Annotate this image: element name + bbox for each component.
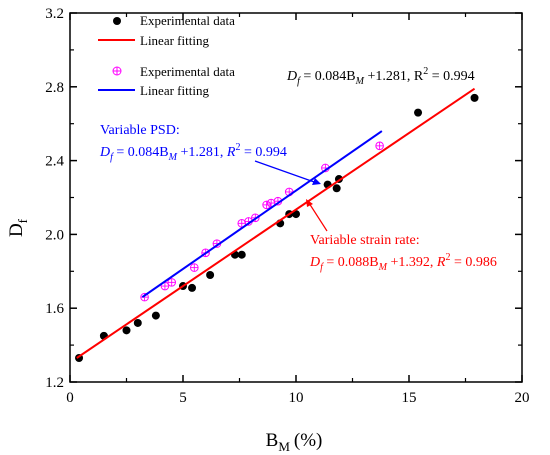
y-tick-label: 2.8 [45,80,64,96]
top-equation: Df = 0.084BM +1.281, R2 = 0.994 [286,66,475,87]
legend-label-exp-black: Experimental data [140,13,235,28]
data-point-black [133,318,142,327]
legend: Experimental data Linear fitting Experim… [98,13,235,98]
psd-title: Variable PSD: [100,123,180,138]
y-tick-label: 2.0 [45,227,64,243]
psd-equation: Df = 0.084BM +1.281, R2 = 0.994 [99,142,287,163]
y-axis-title: Df [6,218,30,237]
data-point-magenta [375,141,384,151]
psd-annotation: Variable PSD: Df = 0.084BM +1.281, R2 = … [99,123,287,163]
fit-line-red [76,87,476,359]
data-point-black [122,326,131,335]
y-tick-label: 1.6 [45,301,64,317]
strain-arrowhead [306,199,313,207]
legend-label-fit-blue: Linear fitting [140,83,209,98]
legend-label-fit-red: Linear fitting [140,33,209,48]
psd-arrowhead [312,178,321,185]
strain-arrow [308,202,328,232]
strain-equation: Df = 0.088BM +1.392, R2 = 0.986 [309,252,497,273]
x-tick-label: 20 [515,390,530,406]
data-point-black [414,108,423,117]
legend-marker-exp-black [113,17,121,25]
data-point-black [188,283,197,292]
data-point-black [151,311,160,320]
y-tick-label: 1.2 [45,375,64,391]
y-tick-label: 2.4 [45,154,64,170]
chart-marks [75,87,479,363]
data-point-magenta [190,263,199,272]
x-tick-label: 5 [179,390,187,406]
fit-line-blue [141,130,383,298]
x-tick-label: 0 [66,390,74,406]
data-point-black [206,270,215,279]
data-point-magenta [262,200,271,210]
axes: 0 5 10 15 20 1.2 1.6 2.0 2.4 2.8 3.2 [45,6,529,406]
data-point-black [332,184,341,193]
x-tick-label: 10 [289,390,304,406]
strain-title: Variable strain rate: [310,233,420,248]
data-point-magenta [167,278,176,287]
x-tick-label: 15 [402,390,417,406]
x-axis-title: BM (%) [266,430,323,454]
data-point-black [470,93,479,102]
legend-label-exp-magenta: Experimental data [140,64,235,79]
data-point-black [237,250,246,259]
psd-arrow [254,160,318,184]
legend-marker-exp-magenta [112,66,122,76]
y-tick-label: 3.2 [45,6,64,22]
